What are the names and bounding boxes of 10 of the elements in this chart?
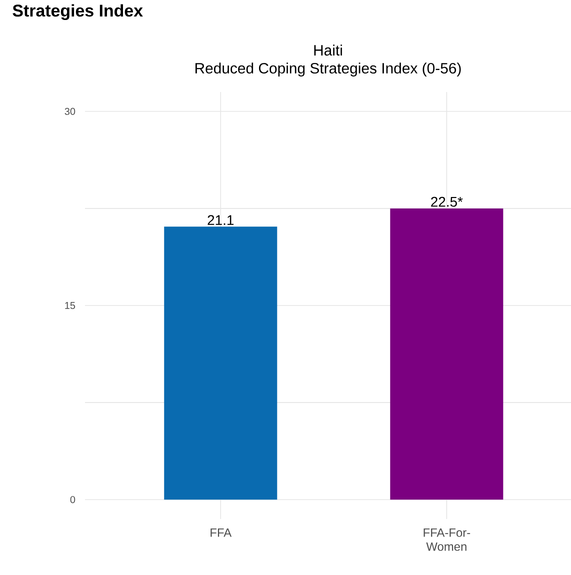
x-tick-label: FFA-For-Women [424,528,470,551]
y-tick-label: 15 [65,302,76,309]
chart-subtitle: Reduced Coping Strategies Index (0-56) [195,62,461,76]
chart-title: Haiti [314,44,342,56]
y-tick-label: 0 [70,496,76,504]
text: Strategies Index [12,4,143,20]
y-tick-label: 30 [64,108,76,115]
data-label: 21.1 [208,215,234,225]
data-label: 22.5* [431,196,463,207]
x-tick-label: FFA [210,528,232,537]
